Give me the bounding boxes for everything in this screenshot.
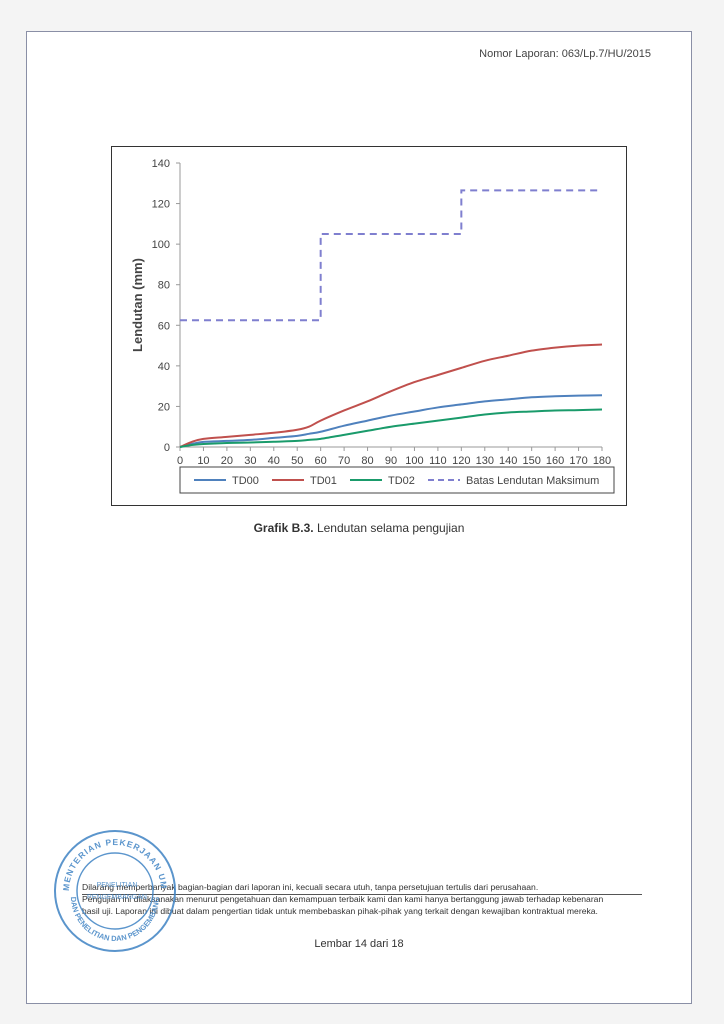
series-line-td01 — [179, 343, 603, 448]
legend-box — [179, 466, 615, 494]
x-tick-label: 70 — [338, 455, 350, 467]
footer-line-3: hasil uji. Laporan ini dibuat dalam peng… — [82, 906, 598, 916]
legend-label-td01: TD01 — [310, 475, 337, 487]
y-tick-label: 80 — [158, 280, 170, 292]
y-axis-title: Lendutan (mm) — [130, 258, 145, 352]
x-tick-label: 80 — [361, 455, 373, 467]
x-tick-label: 40 — [268, 455, 280, 467]
caption-text: Lendutan selama pengujian — [313, 521, 465, 535]
document-page: Nomor Laporan: 063/Lp.7/HU/2015 0 20 40 60 8… — [26, 31, 692, 1004]
x-tick-label: 50 — [291, 455, 303, 467]
stamp-inner-text-2: PENGEMBANGAN — [87, 894, 147, 901]
footer-line-2: Pengujian ini dilaksanakan menurut penge… — [82, 894, 604, 904]
legend-label-td02: TD02 — [388, 475, 415, 487]
report-number: Nomor Laporan: 063/Lp.7/HU/2015 — [479, 48, 651, 60]
series-line-td02 — [179, 408, 603, 448]
y-tick-label: 60 — [158, 320, 170, 332]
x-tick-label: 90 — [385, 455, 397, 467]
y-tick-label: 0 — [164, 442, 170, 454]
footer-divider — [82, 894, 642, 895]
y-tick-label: 120 — [152, 199, 170, 211]
official-stamp: KEMENTERIAN PEKERJAAN UMUM BADAN PENELIT… — [51, 827, 176, 952]
x-tick-label: 100 — [405, 455, 423, 467]
x-tick-label: 0 — [177, 455, 183, 467]
x-tick-label: 160 — [546, 455, 564, 467]
deflection-chart: 0 20 40 60 80 100 120 140 0 10 20 30 40 50 60 70 80 90 100… — [130, 158, 615, 494]
y-tick-label: 40 — [158, 361, 170, 373]
series-line-td00 — [179, 394, 603, 448]
x-tick-label: 60 — [315, 455, 327, 467]
series-line-batas-lendutan-maksimum — [180, 189, 602, 322]
x-tick-label: 180 — [593, 455, 611, 467]
x-tick-label: 110 — [429, 455, 447, 467]
x-tick-label: 170 — [569, 455, 587, 467]
x-tick-label: 10 — [197, 455, 209, 467]
x-tick-label: 20 — [221, 455, 233, 467]
x-tick-label: 30 — [244, 455, 256, 467]
legend-label-batas-lendutan-maksimum: Batas Lendutan Maksimum — [466, 475, 599, 487]
x-tick-label: 140 — [499, 455, 517, 467]
page-number: Lembar 14 dari 18 — [314, 938, 404, 950]
footer-disclaimer: Dilarang memperbanyak bagian-bagian dari… — [82, 881, 647, 917]
y-tick-label: 20 — [158, 401, 170, 413]
y-tick-label: 140 — [152, 158, 170, 170]
legend-label-td00: TD00 — [232, 475, 259, 487]
x-tick-label: 150 — [522, 455, 540, 467]
x-tick-label: 120 — [452, 455, 470, 467]
y-tick-label: 100 — [152, 239, 170, 251]
figure-caption: Grafik B.3. Lendutan selama pengujian — [27, 521, 691, 535]
stamp-inner-text-1: PENELITIAN — [97, 882, 138, 889]
x-tick-label: 130 — [476, 455, 494, 467]
caption-label: Grafik B.3. — [253, 521, 314, 535]
footer-line-1: Dilarang memperbanyak bagian-bagian dari… — [82, 882, 539, 892]
chart-frame: 0 20 40 60 80 100 120 140 0 10 20 30 40 50 60 70 80 90 100… — [111, 146, 627, 506]
